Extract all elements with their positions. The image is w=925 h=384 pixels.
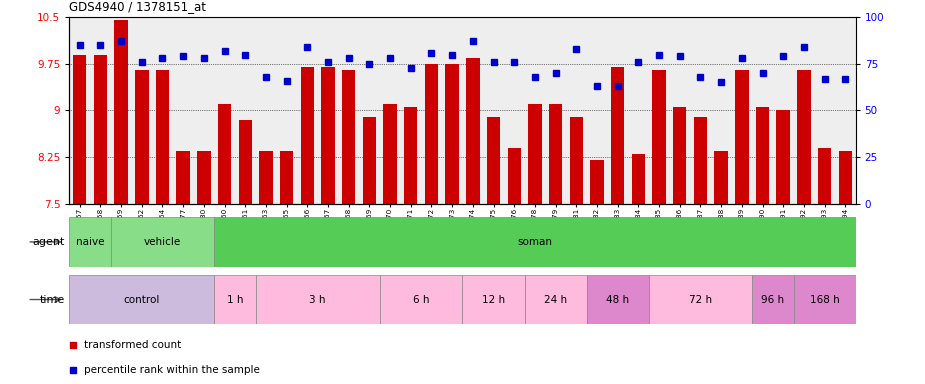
Text: GDS4940 / 1378151_at: GDS4940 / 1378151_at [69, 0, 206, 13]
Bar [255, 275, 380, 324]
Bar [217, 104, 231, 204]
Bar [93, 55, 107, 204]
Bar [342, 70, 355, 204]
Text: 48 h: 48 h [606, 295, 629, 305]
Bar [155, 70, 169, 204]
Bar [776, 111, 790, 204]
Bar [404, 107, 417, 204]
Bar [528, 104, 542, 204]
Bar [197, 151, 211, 204]
Bar [363, 117, 376, 204]
Text: percentile rank within the sample: percentile rank within the sample [84, 365, 260, 375]
Bar [797, 70, 810, 204]
Bar [73, 55, 86, 204]
Text: time: time [40, 295, 65, 305]
Bar [714, 151, 728, 204]
Text: soman: soman [517, 237, 552, 247]
Bar [259, 151, 273, 204]
Bar [69, 275, 215, 324]
Bar [756, 107, 770, 204]
Bar [383, 104, 397, 204]
Bar [549, 104, 562, 204]
Text: control: control [124, 295, 160, 305]
Bar [135, 70, 149, 204]
Bar [466, 58, 479, 204]
Bar [590, 160, 604, 204]
Bar [446, 64, 459, 204]
Bar [508, 148, 521, 204]
Bar [280, 151, 293, 204]
Text: 24 h: 24 h [544, 295, 567, 305]
Bar [839, 151, 852, 204]
Text: 168 h: 168 h [809, 295, 840, 305]
Bar [487, 117, 500, 204]
Bar [752, 275, 794, 324]
Bar [648, 275, 752, 324]
Bar [652, 70, 666, 204]
Bar [69, 217, 111, 267]
Text: transformed count: transformed count [84, 340, 181, 350]
Bar [570, 117, 583, 204]
Text: 3 h: 3 h [310, 295, 326, 305]
Bar [462, 275, 524, 324]
Bar [610, 67, 624, 204]
Bar [735, 70, 748, 204]
Text: 6 h: 6 h [413, 295, 429, 305]
Text: agent: agent [32, 237, 65, 247]
Bar [301, 67, 314, 204]
Bar [321, 67, 335, 204]
Bar [673, 107, 686, 204]
Bar [632, 154, 645, 204]
Text: vehicle: vehicle [144, 237, 181, 247]
Text: 96 h: 96 h [761, 295, 784, 305]
Bar [111, 217, 215, 267]
Bar [215, 217, 856, 267]
Bar [215, 275, 255, 324]
Text: 72 h: 72 h [689, 295, 712, 305]
Bar [380, 275, 462, 324]
Bar [818, 148, 832, 204]
Bar [586, 275, 648, 324]
Bar [524, 275, 586, 324]
Bar [425, 64, 438, 204]
Text: naive: naive [76, 237, 105, 247]
Bar [177, 151, 190, 204]
Bar [694, 117, 708, 204]
Text: 1 h: 1 h [227, 295, 243, 305]
Bar [239, 120, 252, 204]
Bar [115, 20, 128, 204]
Bar [794, 275, 856, 324]
Text: 12 h: 12 h [482, 295, 505, 305]
